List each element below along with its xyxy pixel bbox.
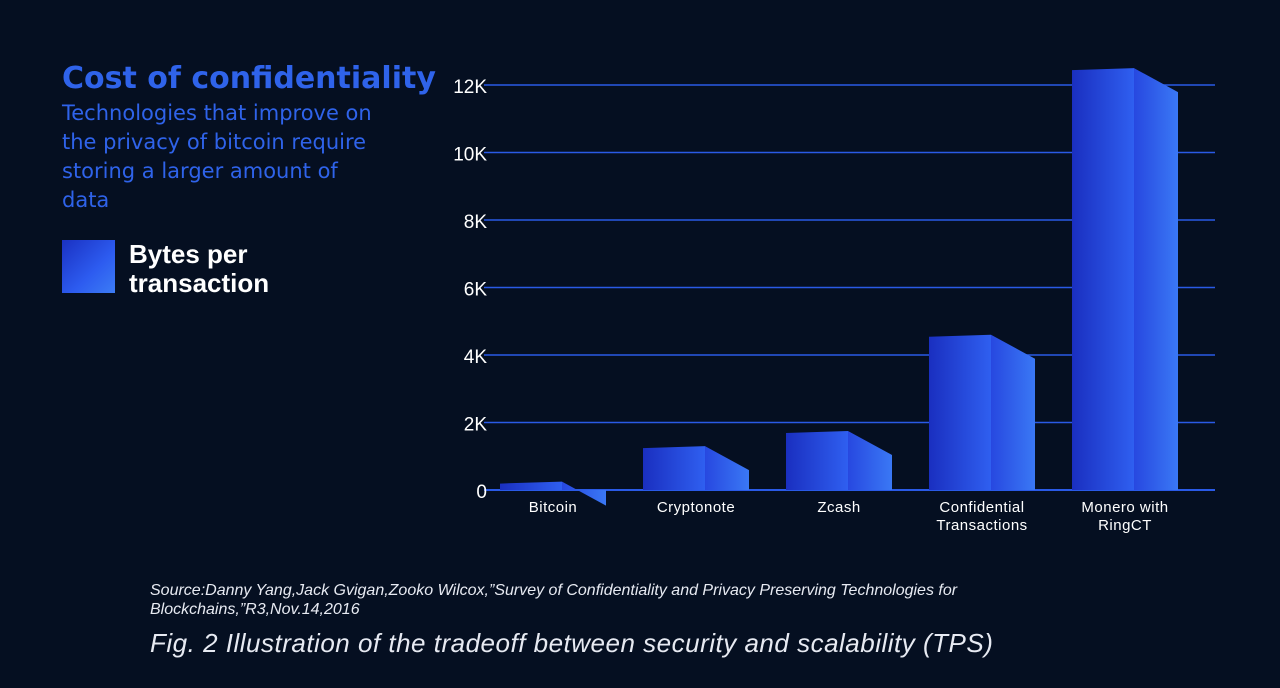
- y-tick-label: 8K: [464, 212, 488, 233]
- chart-title: Cost of confidentiality: [62, 61, 436, 96]
- x-tick-label: Cryptonote: [657, 499, 735, 516]
- source-citation: Source:Danny Yang,Jack Gvigan,Zooko Wilc…: [150, 582, 958, 618]
- x-tick-label: Transactions: [936, 517, 1027, 534]
- bar: [500, 481, 606, 506]
- bar-side-face: [705, 446, 749, 490]
- chart-header: Cost of confidentiality Technologies tha…: [62, 62, 442, 215]
- x-tick-label: Bitcoin: [529, 499, 578, 516]
- chart-legend: Bytes per transaction: [62, 240, 329, 298]
- bars: [500, 68, 1178, 506]
- bar-front-face: [929, 334, 991, 490]
- bar: [929, 334, 1035, 490]
- chart-subtitle: Technologies that improve on the privacy…: [62, 101, 372, 212]
- bar: [786, 430, 892, 490]
- y-tick-label: 12K: [453, 77, 487, 98]
- y-axis-ticks: 0 2K 4K 6K 8K 10K 12K: [453, 77, 487, 503]
- bar-side-face: [562, 481, 606, 506]
- x-tick-label: Monero with: [1081, 499, 1168, 516]
- y-tick-label: 10K: [453, 145, 487, 166]
- bar-front-face: [500, 481, 562, 490]
- x-tick-label: Confidential: [939, 499, 1024, 516]
- bar: [643, 446, 749, 490]
- bar-side-face: [991, 334, 1035, 490]
- x-tick-label: Zcash: [817, 499, 860, 516]
- x-axis-labels: Bitcoin Cryptonote Zcash ConfidentialTransa…: [529, 499, 1168, 534]
- bar-front-face: [643, 446, 705, 490]
- y-tick-label: 4K: [464, 347, 488, 368]
- bar-front-face: [786, 430, 848, 490]
- figure-caption: Fig. 2 Illustration of the tradeoff betw…: [150, 628, 994, 658]
- bar-side-face: [1134, 68, 1178, 490]
- x-tick-label: RingCT: [1098, 517, 1152, 534]
- y-tick-label: 6K: [464, 280, 488, 301]
- legend-label: Bytes per transaction: [129, 239, 270, 298]
- y-tick-label: 2K: [464, 415, 488, 436]
- bar: [1072, 68, 1178, 490]
- bar-front-face: [1072, 68, 1134, 490]
- y-tick-label: 0: [476, 482, 487, 503]
- legend-swatch: [62, 240, 115, 293]
- bar-side-face: [848, 430, 892, 490]
